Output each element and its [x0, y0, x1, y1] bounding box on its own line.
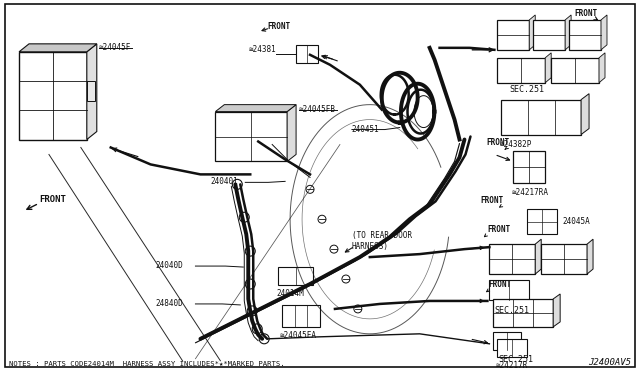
- Text: FRONT: FRONT: [39, 195, 66, 204]
- Bar: [216, 112, 287, 161]
- Text: SEC.251: SEC.251: [499, 355, 533, 364]
- Text: ≅24045F: ≅24045F: [99, 43, 131, 52]
- Text: NOTES : PARTS CODE24014M  HARNESS ASSY INCLUDES*★*MARKED PARTS.: NOTES : PARTS CODE24014M HARNESS ASSY IN…: [9, 361, 285, 367]
- Bar: [501, 100, 581, 135]
- Text: FRONT: FRONT: [488, 280, 511, 289]
- Text: SEC.251: SEC.251: [509, 85, 545, 94]
- Polygon shape: [545, 53, 551, 83]
- Text: ≅24045FB: ≅24045FB: [299, 105, 336, 114]
- Text: FRONT: FRONT: [574, 9, 597, 18]
- Bar: [490, 280, 529, 300]
- Polygon shape: [601, 15, 607, 50]
- Polygon shape: [19, 44, 97, 52]
- Text: 240451: 240451: [352, 125, 380, 134]
- Text: 240401: 240401: [211, 177, 238, 186]
- Bar: [533, 20, 565, 50]
- Text: SEC.251: SEC.251: [494, 306, 529, 315]
- Text: HARNESS): HARNESS): [352, 242, 389, 251]
- Bar: [513, 151, 545, 183]
- Bar: [19, 52, 87, 140]
- Text: ≅24381: ≅24381: [248, 45, 276, 54]
- Text: ≅24045FA: ≅24045FA: [280, 331, 317, 340]
- Polygon shape: [529, 15, 535, 50]
- Text: ≅24217R: ≅24217R: [495, 361, 528, 370]
- Bar: [551, 58, 599, 83]
- Polygon shape: [599, 53, 605, 83]
- Bar: [527, 209, 557, 234]
- Bar: [497, 20, 529, 50]
- Text: 24040D: 24040D: [156, 261, 183, 270]
- Polygon shape: [87, 44, 97, 140]
- Bar: [282, 305, 320, 327]
- Bar: [569, 20, 601, 50]
- Polygon shape: [587, 239, 593, 274]
- Text: 24045A: 24045A: [562, 217, 590, 226]
- Text: 24014M: 24014M: [276, 289, 304, 298]
- Polygon shape: [216, 105, 296, 112]
- Polygon shape: [287, 105, 296, 161]
- Polygon shape: [581, 94, 589, 135]
- Bar: [497, 339, 527, 357]
- Bar: [541, 244, 587, 274]
- Bar: [490, 244, 535, 274]
- Text: ≅24217RA: ≅24217RA: [511, 188, 548, 197]
- Bar: [296, 45, 318, 63]
- Bar: [493, 299, 553, 327]
- Bar: [87, 81, 95, 101]
- Text: ≅24382P: ≅24382P: [499, 140, 532, 148]
- Bar: [493, 332, 522, 350]
- Polygon shape: [553, 294, 560, 327]
- Text: FRONT: FRONT: [480, 196, 503, 205]
- Text: J2400AV5: J2400AV5: [588, 358, 631, 367]
- Text: 24840D: 24840D: [156, 299, 183, 308]
- Text: FRONT: FRONT: [488, 225, 511, 234]
- Text: FRONT: FRONT: [486, 138, 509, 147]
- Bar: [497, 58, 545, 83]
- Text: FRONT: FRONT: [267, 22, 291, 31]
- Polygon shape: [565, 15, 571, 50]
- Polygon shape: [535, 239, 541, 274]
- Bar: [278, 267, 313, 285]
- Text: (TO REAR DOOR: (TO REAR DOOR: [352, 231, 412, 240]
